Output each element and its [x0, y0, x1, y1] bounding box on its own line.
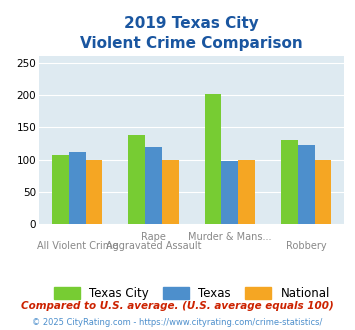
Bar	[281, 140, 298, 224]
Bar	[86, 160, 102, 224]
Bar	[52, 155, 69, 224]
Text: © 2025 CityRating.com - https://www.cityrating.com/crime-statistics/: © 2025 CityRating.com - https://www.city…	[32, 318, 323, 327]
Bar	[162, 160, 179, 224]
Bar	[238, 160, 255, 224]
Text: Aggravated Assault: Aggravated Assault	[106, 241, 201, 251]
Text: Compared to U.S. average. (U.S. average equals 100): Compared to U.S. average. (U.S. average …	[21, 301, 334, 311]
Legend: Texas City, Texas, National: Texas City, Texas, National	[48, 281, 336, 306]
Text: Murder & Mans...: Murder & Mans...	[188, 232, 272, 242]
Bar	[298, 146, 315, 224]
Text: Rape: Rape	[141, 232, 166, 242]
Bar	[205, 94, 222, 224]
Bar	[129, 135, 145, 224]
Bar	[145, 147, 162, 224]
Text: All Violent Crime: All Violent Crime	[37, 241, 118, 251]
Text: Robbery: Robbery	[286, 241, 327, 251]
Title: 2019 Texas City
Violent Crime Comparison: 2019 Texas City Violent Crime Comparison	[80, 16, 303, 51]
Bar	[315, 160, 331, 224]
Bar	[222, 161, 238, 224]
Bar	[69, 152, 86, 224]
